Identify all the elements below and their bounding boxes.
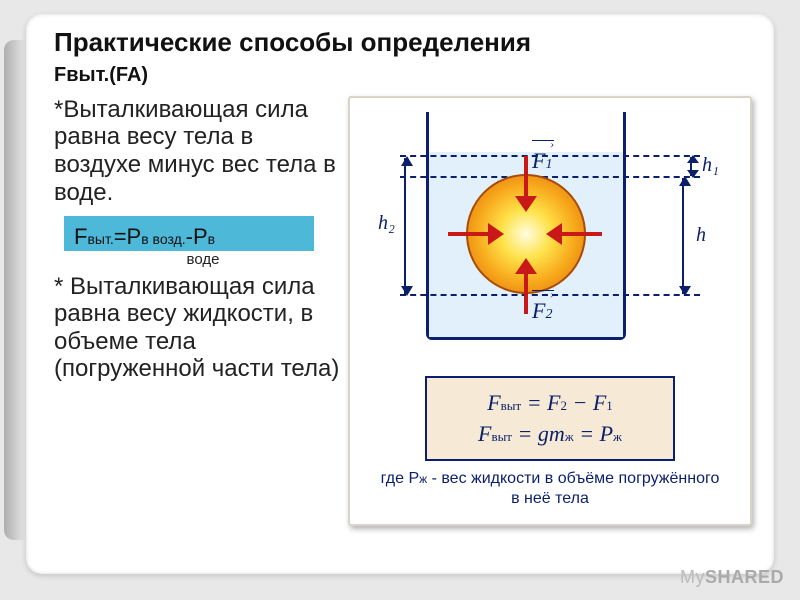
dim-h (682, 178, 684, 294)
label-h1: h₁ (702, 154, 719, 177)
beaker-diagram: ›F1 ›F2 h₂ h₁ h (370, 112, 730, 362)
title-line-2: Fвыт.(FA) (54, 64, 148, 86)
label-h: h (696, 224, 706, 247)
inline-formula-tail: воде (64, 251, 342, 268)
formula-2: Fвыт = gmж = Pж (435, 419, 665, 450)
slide: Практические способы определения Fвыт.(F… (26, 14, 774, 574)
formula-1: Fвыт = F2 − F1 (435, 388, 665, 419)
dash-sphere-top (400, 176, 700, 178)
formula-box: Fвыт = F2 − F1 Fвыт = gmж = Pж (425, 376, 675, 462)
title-line-1: Практические способы определения (54, 27, 531, 57)
dim-h2 (404, 158, 406, 294)
watermark: MySHARED (680, 567, 784, 588)
slide-title: Практические способы определения Fвыт.(F… (54, 28, 752, 88)
dim-h1 (690, 157, 692, 176)
text-column: *Выталкивающая сила равна весу тела в во… (54, 96, 342, 526)
label-h2: h₂ (378, 212, 395, 235)
label-f1: ›F1 (532, 148, 552, 174)
paragraph-2: * Выталкивающая сила равна весу жидкости… (54, 273, 342, 383)
figure-caption: где Pж - вес жидкости в объёме погружённ… (360, 469, 740, 507)
inline-formula: Fвыт.=Pв возд.-Pв (64, 216, 314, 251)
figure-panel: ›F1 ›F2 h₂ h₁ h (348, 96, 752, 526)
label-f2: ›F2 (532, 298, 552, 324)
paragraph-1: *Выталкивающая сила равна весу тела в во… (54, 96, 342, 206)
